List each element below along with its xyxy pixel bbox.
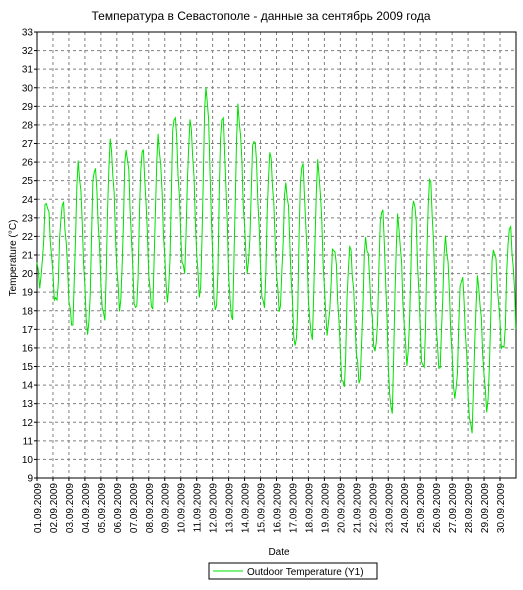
x-tick-label: 18.09.2009 (304, 483, 315, 533)
y-tick-label: 31 (22, 65, 34, 76)
x-tick-label: 25.09.2009 (416, 483, 427, 533)
chart-title: Температура в Севастополе - данные за се… (92, 9, 431, 23)
x-tick-label: 06.09.2009 (113, 483, 124, 533)
x-tick-label: 14.09.2009 (241, 483, 252, 533)
x-tick-label: 24.09.2009 (400, 483, 411, 533)
y-axis-ticks: 9 10 11 12 13 14 15 16 17 18 19 20 21 22 23 24 25 26 27 28 2… (22, 28, 37, 485)
y-tick-label: 30 (22, 83, 34, 94)
x-tick-label: 27.09.2009 (448, 483, 459, 533)
x-tick-label: 19.09.2009 (320, 483, 331, 533)
x-tick-label: 21.09.2009 (352, 483, 363, 533)
x-tick-label: 20.09.2009 (336, 483, 347, 533)
x-tick-label: 23.09.2009 (384, 483, 395, 533)
y-tick-label: 27 (22, 139, 34, 150)
x-tick-label: 04.09.2009 (81, 483, 92, 533)
legend-box (208, 562, 378, 580)
y-tick-label: 18 (22, 306, 34, 317)
x-tick-label: 12.09.2009 (209, 483, 220, 533)
y-tick-label: 13 (22, 399, 34, 410)
x-tick-label: 17.09.2009 (288, 483, 299, 533)
y-tick-label: 15 (22, 362, 34, 373)
y-tick-label: 20 (22, 269, 34, 280)
y-tick-label: 32 (22, 46, 34, 57)
y-tick-label: 21 (22, 251, 34, 262)
y-tick-label: 23 (22, 213, 34, 224)
y-tick-label: 10 (22, 455, 34, 466)
x-tick-label: 28.09.2009 (464, 483, 475, 533)
grid (36, 31, 516, 479)
x-tick-label: 01.09.2009 (33, 483, 44, 533)
y-tick-label: 25 (22, 176, 34, 187)
y-tick-label: 14 (22, 381, 34, 392)
x-tick-label: 15.09.2009 (257, 483, 268, 533)
x-tick-label: 09.09.2009 (161, 483, 172, 533)
x-tick-label: 07.09.2009 (129, 483, 140, 533)
x-tick-label: 02.09.2009 (49, 483, 60, 533)
x-axis-ticks: 01.09.2009 02.09.2009 03.09.2009 04.09.2009… (33, 478, 507, 533)
y-tick-label: 16 (22, 343, 34, 354)
y-tick-label: 26 (22, 158, 34, 169)
x-tick-label: 03.09.2009 (65, 483, 76, 533)
x-tick-label: 29.09.2009 (480, 483, 491, 533)
y-tick-label: 11 (23, 436, 34, 447)
y-tick-label: 22 (22, 232, 34, 243)
y-tick-label: 9 (27, 474, 33, 485)
y-tick-label: 24 (22, 195, 34, 206)
y-tick-label: 33 (22, 28, 34, 39)
x-tick-label: 05.09.2009 (97, 483, 108, 533)
x-tick-label: 13.09.2009 (225, 483, 236, 533)
y-tick-label: 12 (22, 418, 34, 429)
x-tick-label: 08.09.2009 (145, 483, 156, 533)
series-line-outdoor-temperature (36, 87, 517, 434)
y-tick-label: 29 (22, 102, 34, 113)
y-tick-label: 17 (22, 325, 34, 336)
y-tick-label: 19 (22, 288, 34, 299)
legend: Outdoor Temperature (Y1) (208, 562, 378, 580)
x-tick-label: 10.09.2009 (177, 483, 188, 533)
x-tick-label: 22.09.2009 (368, 483, 379, 533)
y-tick-label: 28 (22, 120, 34, 131)
y-axis-label: Temperature (°C) (8, 220, 19, 297)
x-tick-label: 16.09.2009 (273, 483, 284, 533)
x-tick-label: 26.09.2009 (432, 483, 443, 533)
x-axis-label: Date (268, 547, 290, 558)
legend-label: Outdoor Temperature (Y1) (247, 567, 364, 578)
x-tick-label: 11.09.2009 (193, 483, 204, 533)
x-tick-label: 30.09.2009 (496, 483, 507, 533)
